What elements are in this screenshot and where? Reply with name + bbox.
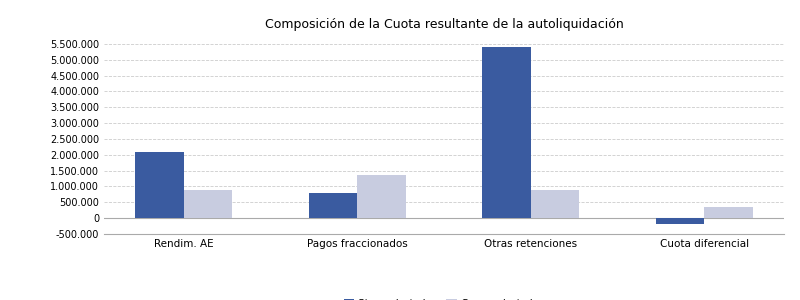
Bar xyxy=(482,47,531,218)
Bar xyxy=(309,193,357,218)
Legend: Sin asalariados, Con asalariados: Sin asalariados, Con asalariados xyxy=(340,295,548,300)
Bar xyxy=(135,152,183,218)
Bar xyxy=(705,207,753,218)
Bar xyxy=(531,190,579,218)
Bar xyxy=(357,176,406,218)
Bar xyxy=(183,190,232,218)
Bar xyxy=(656,218,705,224)
Title: Composición de la Cuota resultante de la autoliquidación: Composición de la Cuota resultante de la… xyxy=(265,18,623,31)
